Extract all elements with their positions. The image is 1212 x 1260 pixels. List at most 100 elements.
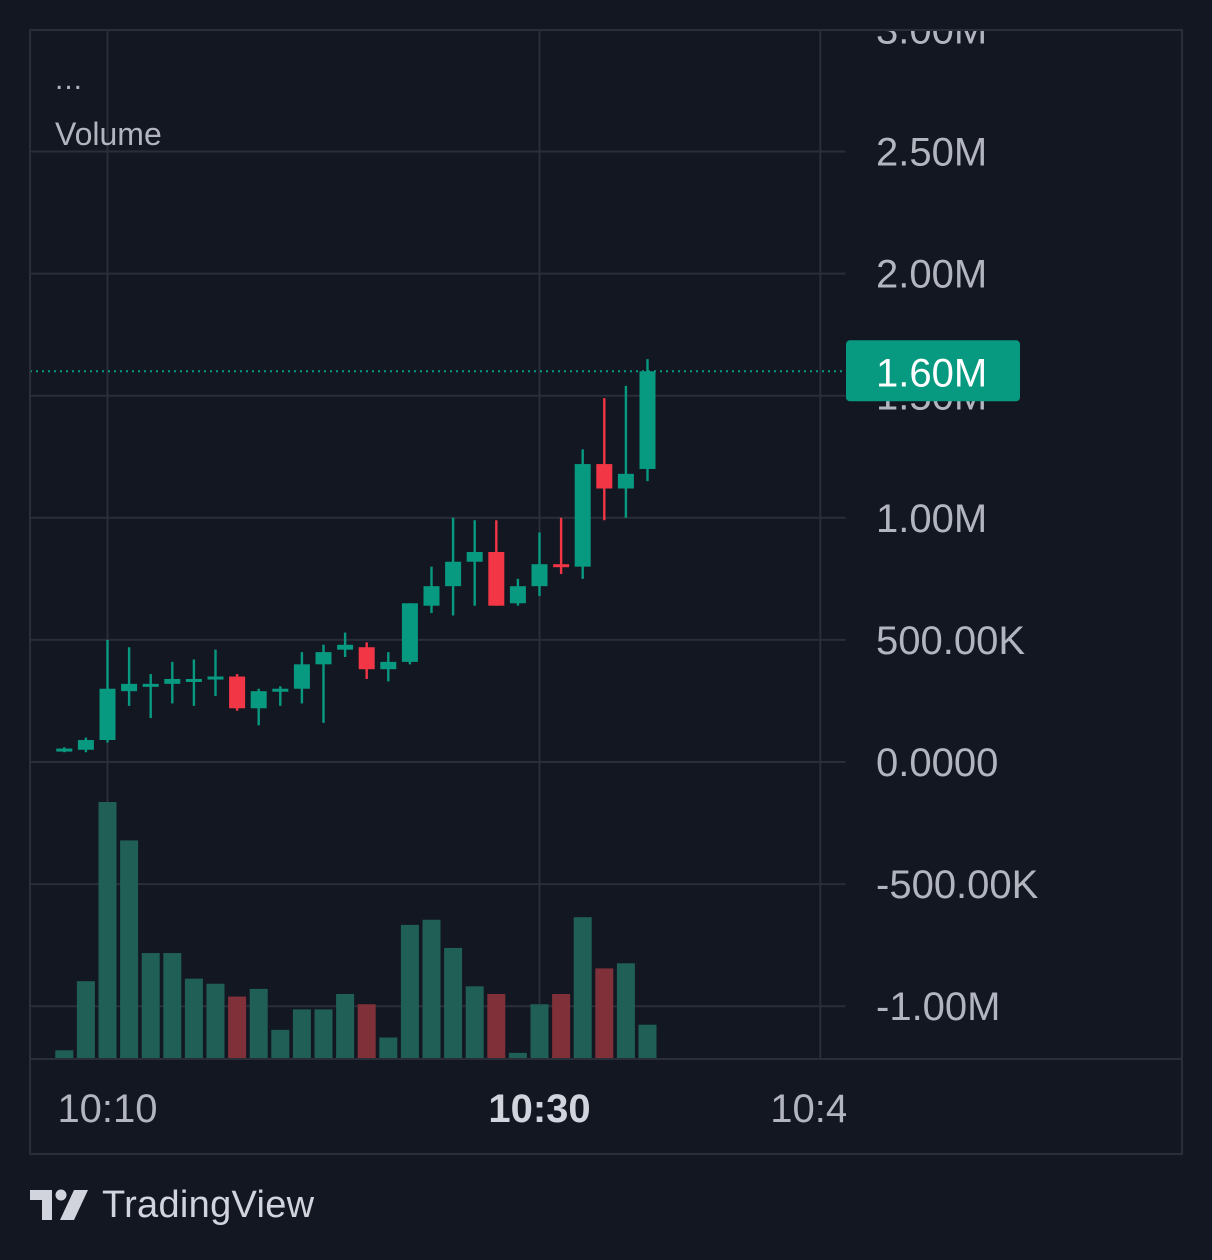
candle: [337, 632, 354, 657]
candle: [272, 686, 289, 706]
candle-body: [337, 644, 354, 650]
volume-bars: [55, 802, 657, 1058]
candle: [380, 652, 397, 682]
candle-body: [531, 564, 548, 587]
candle-body: [56, 748, 73, 752]
time-tick-label: 10:30: [488, 1087, 590, 1131]
volume-bar: [422, 919, 441, 1058]
candle-body: [423, 586, 440, 606]
candle-body: [99, 688, 116, 741]
candle-body: [401, 603, 418, 662]
candle: [99, 639, 116, 743]
candle-body: [509, 586, 526, 604]
tradingview-branding[interactable]: TradingView: [30, 1180, 314, 1230]
candle: [185, 659, 202, 706]
candle-body: [142, 683, 159, 687]
candle: [164, 661, 181, 704]
candle-body: [639, 371, 656, 469]
price-axis[interactable]: 3.00M2.50M2.00M1.50M1.00M500.00K0.0000-5…: [845, 0, 1212, 1154]
time-tick-label: 10:45: [770, 1087, 870, 1131]
candle-body: [358, 647, 375, 670]
tradingview-logo-icon: [30, 1189, 88, 1220]
candle-body: [272, 688, 289, 692]
candle-body: [553, 564, 570, 568]
volume-bar: [379, 1037, 398, 1058]
price-axis-top-mask: [846, 0, 1212, 30]
price-tick-label: 1.00M: [876, 497, 987, 541]
volume-bar: [573, 917, 592, 1058]
candle: [617, 385, 634, 518]
volume-bar: [616, 963, 635, 1058]
volume-bar: [163, 953, 182, 1058]
candle: [553, 517, 570, 574]
candle-body: [617, 473, 634, 489]
candle-body: [293, 664, 310, 689]
candle: [488, 520, 505, 606]
candle: [401, 603, 418, 665]
volume-bar: [400, 924, 419, 1058]
volume-bar: [465, 986, 484, 1058]
price-tick-label: 2.50M: [876, 131, 987, 175]
candle: [250, 688, 267, 726]
volume-bar: [228, 996, 247, 1058]
price-tick-label: -500.00K: [876, 863, 1039, 907]
price-tick-label: 500.00K: [876, 619, 1025, 663]
volume-bar: [638, 1024, 657, 1058]
candle: [509, 578, 526, 606]
time-axis[interactable]: 10:10 10:30 10:45: [30, 1058, 1182, 1131]
candle-body: [488, 551, 505, 606]
candle-body: [596, 464, 613, 489]
volume-bar: [206, 983, 225, 1058]
price-tick-label: 2.00M: [876, 253, 987, 297]
candle-body: [445, 561, 462, 587]
candle: [121, 647, 138, 706]
candle: [229, 674, 246, 711]
volume-bar: [314, 1009, 333, 1058]
candle: [423, 566, 440, 614]
volume-bar: [595, 968, 614, 1058]
time-tick-label: 10:10: [57, 1087, 157, 1131]
candle-body: [466, 551, 483, 562]
last-price-badge: [846, 340, 1020, 402]
volume-bar: [55, 1050, 74, 1058]
candle-body: [315, 652, 332, 665]
tradingview-label: TradingView: [102, 1183, 315, 1226]
candle: [574, 449, 591, 579]
volume-bar: [76, 981, 95, 1058]
candle: [596, 398, 613, 521]
candle: [315, 644, 332, 723]
time-tick-labels: 10:10 10:30 10:45: [57, 1087, 870, 1131]
candle: [531, 532, 548, 596]
chart-menu-icon[interactable]: ...: [55, 63, 84, 96]
candle: [639, 359, 656, 482]
candle: [466, 520, 483, 606]
volume-bar: [120, 840, 139, 1058]
candle-body: [121, 683, 138, 692]
volume-bar: [292, 1009, 311, 1058]
candle: [445, 517, 462, 616]
candle-body: [207, 676, 224, 680]
volume-legend[interactable]: Volume: [55, 116, 162, 152]
grid: [30, 30, 846, 1058]
volume-bar: [336, 994, 355, 1058]
candle-body: [164, 678, 181, 684]
candle-body: [77, 740, 94, 750]
candle: [293, 652, 310, 704]
candle: [56, 747, 73, 753]
volume-bar: [98, 802, 117, 1058]
candle: [207, 649, 224, 697]
candle-body: [250, 691, 267, 709]
candles: [56, 359, 656, 753]
volume-bar: [508, 1052, 527, 1058]
candle: [142, 674, 159, 719]
last-price-label: 1.60M: [876, 351, 987, 395]
chart-border: [29, 29, 1183, 1155]
volume-bar: [249, 988, 268, 1058]
volume-bar: [444, 947, 463, 1058]
candle: [358, 642, 375, 679]
candle-body: [229, 676, 246, 709]
volume-bar: [552, 994, 571, 1058]
volume-bar: [271, 1029, 290, 1058]
